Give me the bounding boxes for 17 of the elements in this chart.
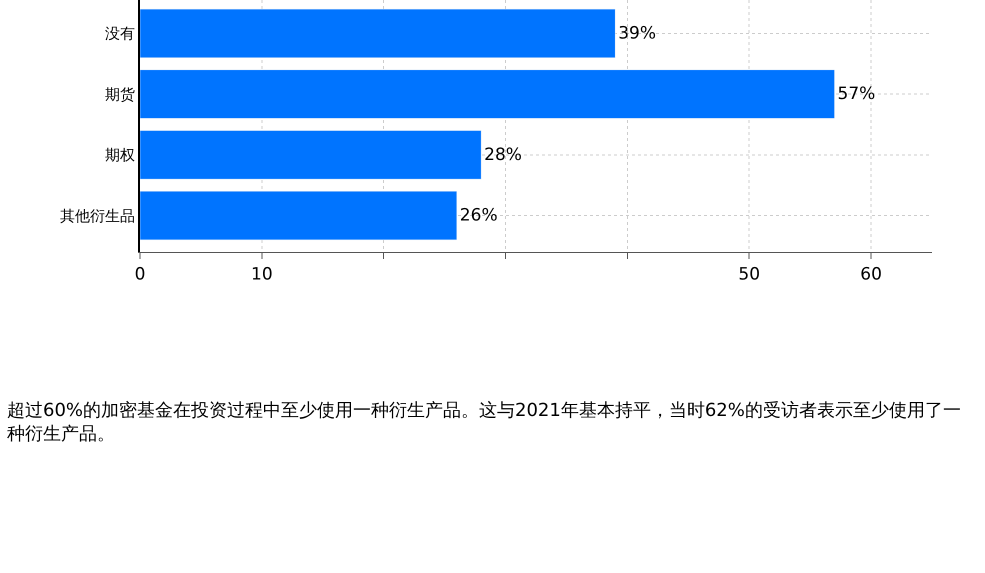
y-tick-label: 没有 bbox=[105, 24, 135, 43]
bar bbox=[140, 70, 835, 119]
y-tick-label: 期权 bbox=[105, 146, 135, 164]
bar bbox=[140, 191, 458, 240]
y-tick-label: 其他衍生品 bbox=[60, 206, 135, 225]
x-tick-label: 10 bbox=[251, 264, 273, 284]
y-tick-label: 期货 bbox=[105, 85, 135, 104]
data-label: 26% bbox=[460, 206, 498, 226]
data-label: 57% bbox=[838, 84, 876, 104]
data-label: 39% bbox=[618, 23, 656, 44]
x-tick-label: 50 bbox=[738, 264, 760, 284]
x-tick-label: 60 bbox=[860, 264, 882, 284]
data-label: 28% bbox=[484, 144, 522, 165]
bar bbox=[140, 130, 482, 180]
x-tick-label: 0 bbox=[134, 264, 146, 284]
text: 超过60%的加密基金在投资过程中至少使用一种衍生产品。这与2021年基本持平，当时62%的受访者表示至少使用了一种衍生产品。 bbox=[7, 400, 961, 444]
bar bbox=[140, 8, 616, 58]
